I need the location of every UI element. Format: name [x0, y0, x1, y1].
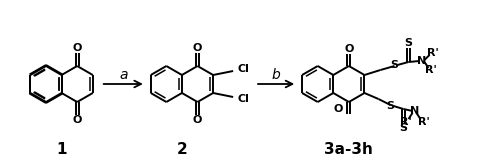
Text: a: a — [119, 68, 128, 82]
Text: 3a-3h: 3a-3h — [324, 143, 372, 157]
Text: O: O — [333, 104, 342, 114]
Text: 2: 2 — [176, 143, 188, 157]
Text: Cl: Cl — [237, 94, 249, 104]
Text: Cl: Cl — [237, 64, 249, 74]
Text: O: O — [72, 115, 82, 125]
Text: N: N — [410, 106, 419, 116]
Text: R': R' — [426, 48, 438, 58]
Text: O: O — [193, 43, 202, 53]
Text: R': R' — [418, 117, 430, 127]
Text: S: S — [400, 123, 407, 133]
Text: 1: 1 — [56, 143, 67, 157]
Text: S: S — [404, 38, 412, 48]
Text: O: O — [344, 44, 354, 54]
Text: S: S — [386, 101, 394, 111]
Text: O: O — [193, 115, 202, 125]
Text: N: N — [417, 56, 426, 66]
Text: R': R' — [424, 65, 436, 75]
Text: S: S — [390, 60, 398, 70]
Text: b: b — [272, 68, 280, 82]
Text: R': R' — [400, 117, 411, 127]
Text: O: O — [72, 43, 82, 53]
